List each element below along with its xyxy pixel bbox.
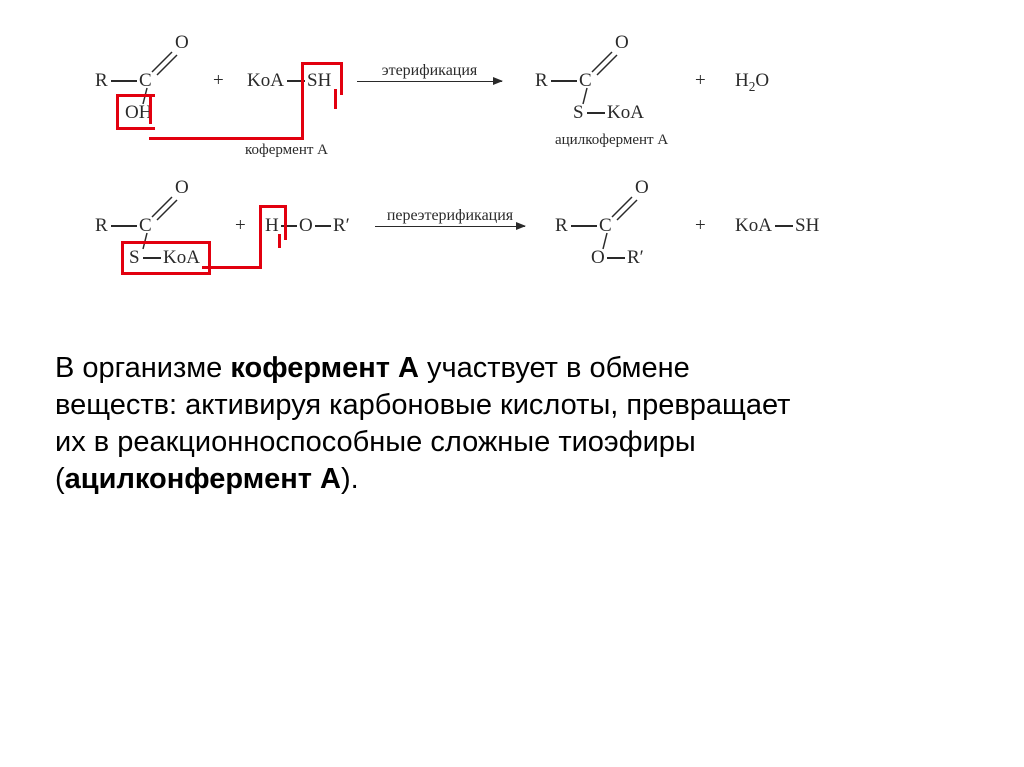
bond	[587, 112, 605, 114]
bond	[571, 225, 597, 227]
r1-product-S: S	[573, 102, 584, 124]
red-highlight-1e	[301, 89, 304, 140]
r2-plus1: +	[235, 215, 246, 237]
r1-plus2: +	[695, 70, 706, 92]
text-d: ацилконфермент А	[65, 463, 341, 495]
red-highlight-2a	[121, 241, 211, 275]
arrow-line	[375, 226, 525, 227]
r1-product-KoA: KoA	[607, 102, 644, 124]
r2-byproduct-SH: SH	[795, 215, 819, 237]
r2-plus2: +	[695, 215, 706, 237]
red-highlight-1b	[149, 121, 301, 140]
single-bond-diag	[581, 86, 605, 106]
r1-reagentB: KoA	[247, 70, 284, 92]
red-highlight-2d	[259, 234, 262, 269]
bond	[315, 225, 331, 227]
bond	[775, 225, 793, 227]
red-highlight-1c	[149, 94, 152, 124]
r1-reagentA-O: O	[175, 32, 189, 54]
r1-reagentA-R: R	[95, 70, 108, 92]
r2-product-O: O	[635, 177, 649, 199]
chemistry-diagram: R C O OH + KoA SH кофермент A этерификац…	[95, 30, 935, 320]
r2-product-R: R	[555, 215, 568, 237]
text-b: кофермент А	[230, 352, 419, 384]
bond	[111, 80, 137, 82]
r2-reagentB-O: O	[299, 215, 313, 237]
red-highlight-2c	[202, 266, 262, 269]
r1-arrow: этерификация	[357, 62, 502, 82]
r2-product-R2: R′	[627, 247, 644, 269]
arrow-line	[357, 81, 502, 82]
r2-reagentA-O: O	[175, 177, 189, 199]
bond	[607, 257, 625, 259]
r2-arrow: переэтерификация	[375, 207, 525, 227]
r1-product-O: O	[615, 32, 629, 54]
r1-captionB: ацилкофермент A	[555, 132, 668, 149]
r1-plus1: +	[213, 70, 224, 92]
r1-product-R: R	[535, 70, 548, 92]
r1-captionA: кофермент A	[245, 142, 328, 159]
double-bond	[610, 193, 638, 221]
text-e: ).	[341, 463, 359, 495]
description-paragraph: В организме кофермент А участвует в обме…	[55, 350, 815, 498]
r1-arrow-label: этерификация	[357, 62, 502, 80]
r2-reagentB-R: R′	[333, 215, 350, 237]
red-highlight-1f	[334, 89, 337, 109]
red-highlight-2e	[278, 234, 281, 248]
bond	[111, 225, 137, 227]
bond	[551, 80, 577, 82]
double-bond	[150, 193, 178, 221]
double-bond	[590, 48, 618, 76]
r2-arrow-label: переэтерификация	[375, 207, 525, 225]
r1-byproduct: H2O	[735, 70, 769, 95]
red-highlight-2b	[259, 205, 287, 240]
double-bond	[150, 48, 178, 76]
text-a: В организме	[55, 352, 230, 384]
reaction-1: R C O OH + KoA SH кофермент A этерификац…	[95, 30, 935, 145]
reaction-2: R C O S KoA + H O R′ переэтерификация	[95, 175, 935, 290]
r2-product-O2: O	[591, 247, 605, 269]
r2-byproduct: KoA	[735, 215, 772, 237]
r2-reagentA-R: R	[95, 215, 108, 237]
